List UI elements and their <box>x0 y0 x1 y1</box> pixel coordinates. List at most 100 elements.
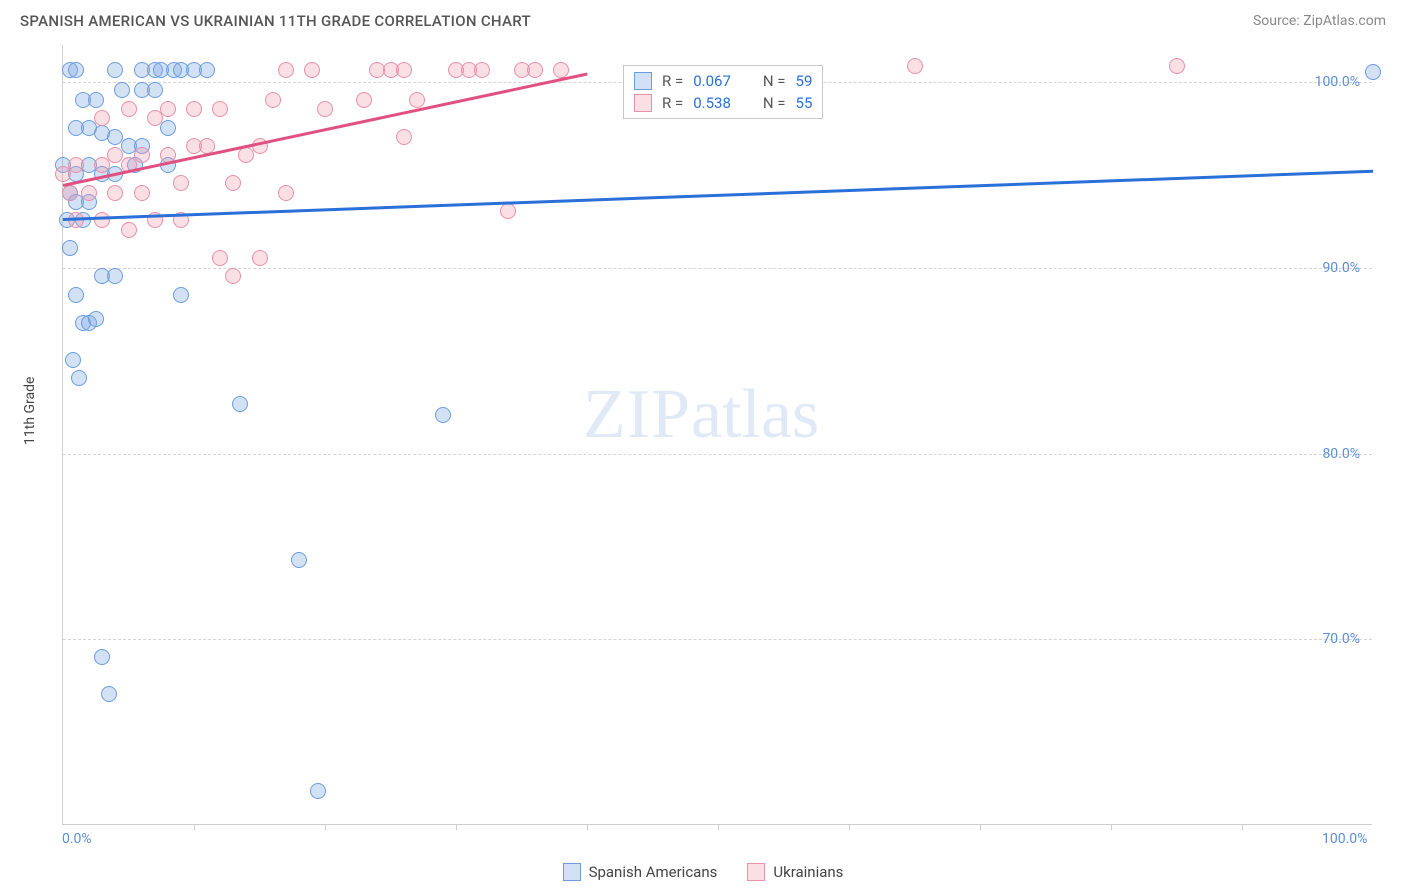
stat-n-label: N = <box>763 72 786 90</box>
scatter-point <box>107 62 123 78</box>
scatter-point <box>173 287 189 303</box>
legend: Spanish Americans Ukrainians <box>20 863 1386 881</box>
scatter-point <box>94 110 110 126</box>
scatter-point <box>68 157 84 173</box>
scatter-point <box>147 82 163 98</box>
scatter-point <box>527 62 543 78</box>
scatter-point <box>160 101 176 117</box>
x-tick <box>456 824 457 830</box>
scatter-point <box>396 129 412 145</box>
scatter-point <box>107 185 123 201</box>
y-tick-label: 70.0% <box>1322 631 1360 647</box>
scatter-point <box>278 62 294 78</box>
chart-wrapper: 11th Grade ZIPatlas 70.0% 80.0% 90.0% 100.0… <box>20 45 1386 845</box>
scatter-point <box>107 268 123 284</box>
legend-item: Ukrainians <box>747 863 843 881</box>
chart-header: SPANISH AMERICAN VS UKRAINIAN 11TH GRADE… <box>0 0 1406 38</box>
scatter-point <box>232 396 248 412</box>
stat-n-value: 55 <box>796 94 813 112</box>
stat-n-label: N = <box>763 94 786 112</box>
scatter-point <box>265 92 281 108</box>
scatter-point <box>94 649 110 665</box>
scatter-point <box>186 101 202 117</box>
scatter-point <box>68 62 84 78</box>
scatter-point <box>81 185 97 201</box>
stat-r-value: 0.538 <box>693 94 731 112</box>
scatter-point <box>71 370 87 386</box>
scatter-point <box>553 62 569 78</box>
scatter-point <box>199 62 215 78</box>
x-tick <box>849 824 850 830</box>
scatter-point <box>435 407 451 423</box>
scatter-point <box>1169 58 1185 74</box>
scatter-point <box>68 287 84 303</box>
gridline <box>63 454 1372 455</box>
gridline <box>63 268 1372 269</box>
scatter-point <box>310 783 326 799</box>
x-tick <box>194 824 195 830</box>
scatter-point <box>121 222 137 238</box>
y-tick-label: 90.0% <box>1322 260 1360 276</box>
stat-r-label: R = <box>662 72 683 90</box>
stat-r-label: R = <box>662 94 683 112</box>
scatter-point <box>134 185 150 201</box>
scatter-point <box>225 175 241 191</box>
scatter-point <box>907 58 923 74</box>
scatter-point <box>500 203 516 219</box>
x-tick <box>587 824 588 830</box>
y-axis-label: 11th Grade <box>22 377 38 445</box>
scatter-point <box>121 101 137 117</box>
scatter-point <box>304 62 320 78</box>
x-tick <box>980 824 981 830</box>
stat-r-value: 0.067 <box>693 72 731 90</box>
scatter-point <box>114 82 130 98</box>
scatter-point <box>409 92 425 108</box>
legend-label: Spanish Americans <box>589 863 718 881</box>
legend-swatch <box>634 72 652 90</box>
chart-source: Source: ZipAtlas.com <box>1253 13 1386 29</box>
scatter-point <box>278 185 294 201</box>
scatter-point <box>317 101 333 117</box>
x-tick <box>1242 824 1243 830</box>
stats-row: R = 0.067 N = 59 <box>630 70 816 92</box>
scatter-point <box>396 62 412 78</box>
scatter-point <box>291 552 307 568</box>
scatter-point <box>356 92 372 108</box>
scatter-point <box>212 250 228 266</box>
scatter-plot: ZIPatlas 70.0% 80.0% 90.0% 100.0% R = 0.067 N… <box>62 45 1372 825</box>
scatter-point <box>88 311 104 327</box>
legend-swatch <box>634 94 652 112</box>
y-tick-label: 100.0% <box>1315 74 1360 90</box>
trend-line <box>63 169 1373 220</box>
scatter-point <box>474 62 490 78</box>
scatter-point <box>65 352 81 368</box>
stats-row: R = 0.538 N = 55 <box>630 92 816 114</box>
scatter-point <box>88 92 104 108</box>
scatter-point <box>1365 64 1381 80</box>
scatter-point <box>62 240 78 256</box>
scatter-point <box>252 250 268 266</box>
scatter-point <box>134 147 150 163</box>
scatter-point <box>101 686 117 702</box>
x-tick <box>718 824 719 830</box>
legend-swatch <box>747 863 765 881</box>
scatter-point <box>94 212 110 228</box>
legend-item: Spanish Americans <box>563 863 718 881</box>
stats-legend: R = 0.067 N = 59 R = 0.538 N = 55 <box>623 65 823 119</box>
y-tick-label: 80.0% <box>1322 446 1360 462</box>
x-tick-label: 100.0% <box>1322 831 1367 847</box>
scatter-point <box>225 268 241 284</box>
x-tick <box>1111 824 1112 830</box>
stat-n-value: 59 <box>796 72 813 90</box>
watermark: ZIPatlas <box>583 375 819 455</box>
legend-swatch <box>563 863 581 881</box>
scatter-point <box>62 185 78 201</box>
scatter-point <box>212 101 228 117</box>
legend-label: Ukrainians <box>773 863 843 881</box>
scatter-point <box>160 120 176 136</box>
scatter-point <box>173 175 189 191</box>
x-tick <box>325 824 326 830</box>
chart-title: SPANISH AMERICAN VS UKRAINIAN 11TH GRADE… <box>20 12 531 30</box>
x-tick-label: 0.0% <box>62 831 92 847</box>
gridline <box>63 639 1372 640</box>
